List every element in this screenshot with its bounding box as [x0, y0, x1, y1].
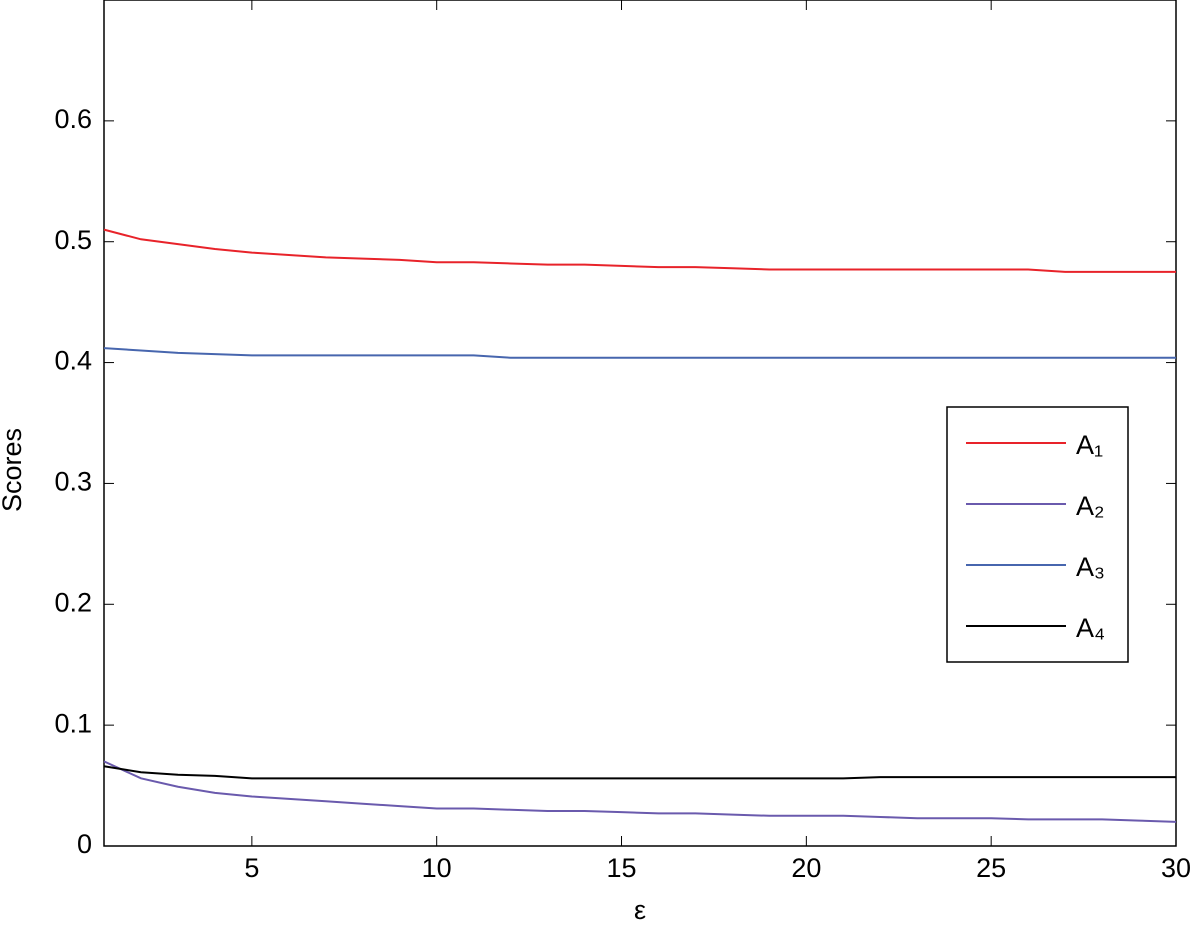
y-tick-label: 0.4	[54, 346, 92, 376]
x-axis-label: ε	[634, 895, 646, 925]
series-line	[103, 228, 1176, 273]
legend-box	[946, 406, 1129, 663]
series-line	[103, 760, 1177, 823]
series-line	[103, 347, 1176, 359]
legend-label: A₄	[1076, 613, 1105, 643]
x-tick-label: 15	[606, 853, 636, 883]
y-tick-label: 0.2	[54, 587, 92, 617]
y-tick-label: 0.1	[54, 708, 92, 738]
y-tick-label: 0	[77, 829, 92, 859]
x-tick-label: 20	[791, 853, 821, 883]
y-axis-label: Scores	[0, 428, 27, 512]
y-tick-label: 0.6	[54, 104, 92, 134]
legend-label: A₂	[1076, 491, 1105, 521]
plot-area	[103, 0, 1177, 847]
x-tick-label: 25	[976, 853, 1006, 883]
y-tick-label: 0.5	[54, 225, 92, 255]
series-line	[103, 765, 1176, 780]
legend-label: A₃	[1076, 552, 1105, 582]
legend-label: A₁	[1076, 430, 1103, 460]
x-tick-label: 10	[422, 853, 452, 883]
x-tick-label: 30	[1161, 853, 1191, 883]
y-tick-label: 0.3	[54, 467, 92, 497]
x-tick-label: 5	[244, 853, 259, 883]
